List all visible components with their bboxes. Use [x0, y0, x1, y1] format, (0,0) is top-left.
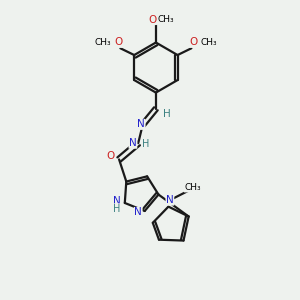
Text: N: N	[166, 195, 174, 205]
Text: N: N	[113, 196, 120, 206]
Text: CH₃: CH₃	[201, 38, 218, 47]
Text: CH₃: CH₃	[184, 183, 201, 192]
Text: H: H	[163, 109, 171, 119]
Text: H: H	[142, 139, 149, 149]
Text: N: N	[134, 208, 142, 218]
Text: O: O	[148, 15, 157, 25]
Text: N: N	[137, 119, 145, 129]
Text: O: O	[189, 38, 198, 47]
Text: H: H	[113, 204, 120, 214]
Text: N: N	[129, 138, 137, 148]
Text: CH₃: CH₃	[158, 15, 175, 24]
Text: CH₃: CH₃	[94, 38, 111, 47]
Text: O: O	[114, 38, 122, 47]
Text: O: O	[107, 151, 115, 161]
